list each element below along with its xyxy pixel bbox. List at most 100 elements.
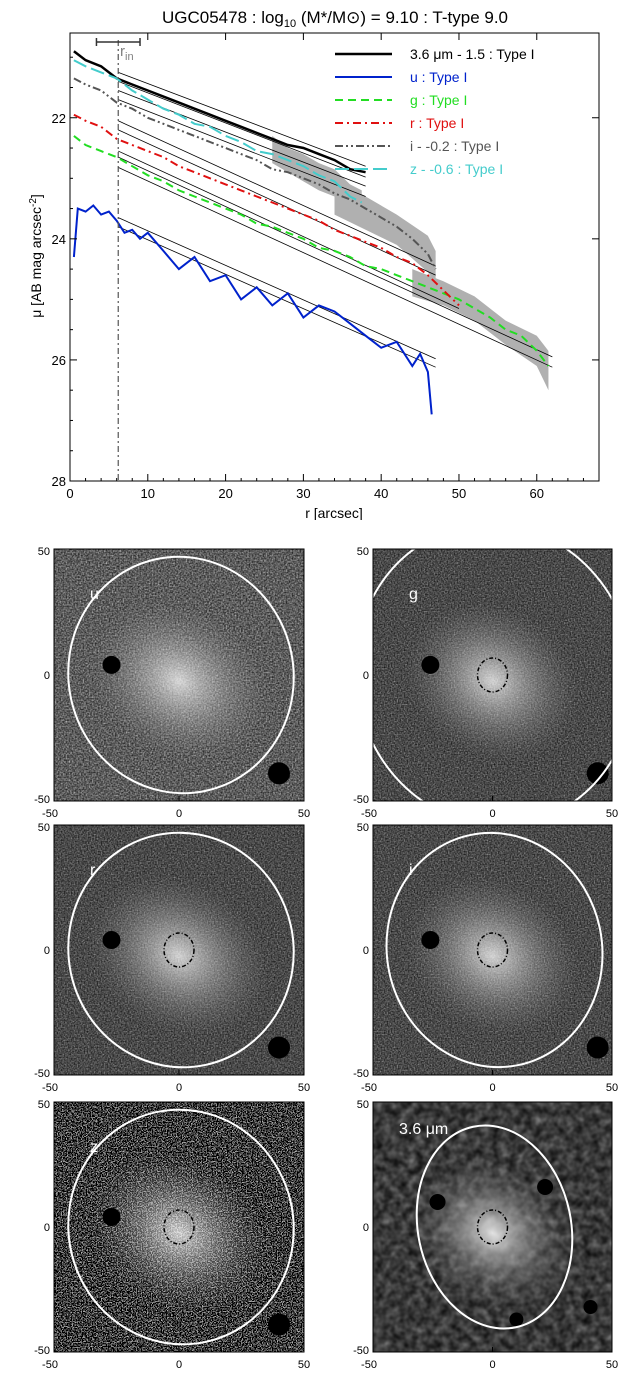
fit-line-4 xyxy=(118,120,436,267)
x-tick-label-6: 60 xyxy=(530,486,544,501)
panel-x-tick-label: 50 xyxy=(606,1359,618,1371)
outer-ellipse xyxy=(67,555,295,795)
mask-1 xyxy=(537,1179,554,1195)
galaxy-glow xyxy=(405,876,580,1036)
fit-line-0 xyxy=(118,71,366,167)
panel-label: z xyxy=(90,1139,98,1156)
y-tick-label-1: 24 xyxy=(52,232,66,247)
image-panel-z: z -50 0 50 50 0 -50 xyxy=(34,1099,310,1371)
galaxy-glow xyxy=(405,601,580,761)
y-axis: 22 24 26 28 xyxy=(52,56,599,489)
panel-x-tick-label: -50 xyxy=(42,1359,58,1371)
panel-y-tick-label: 50 xyxy=(357,1099,369,1111)
series-line-1 xyxy=(72,204,433,415)
panel-y-tick-label: -50 xyxy=(34,1068,50,1080)
mask-1 xyxy=(586,1036,609,1059)
outer-ellipse xyxy=(67,831,295,1069)
fit-line-6 xyxy=(118,150,460,309)
mask-0 xyxy=(102,655,121,674)
panel-x-tick-label: -50 xyxy=(42,808,58,820)
panel-y-tick-label: 50 xyxy=(357,546,369,558)
r-in-marker: rin xyxy=(95,38,141,481)
outer-ellipse xyxy=(354,523,635,827)
y-axis-label: μ [AB mag arcsec-2] xyxy=(28,194,44,318)
inner-ellipse xyxy=(476,1209,509,1245)
mask-0 xyxy=(421,931,440,949)
panel-label: 3.6 μm xyxy=(399,1121,448,1138)
legend: 3.6 μm - 1.5 : Type I u : Type I g : Type … xyxy=(335,46,535,177)
panel-x-tick-label: 50 xyxy=(606,1082,618,1094)
panel-x-tick-label: 0 xyxy=(489,1359,495,1371)
outer-ellipse xyxy=(385,831,604,1069)
panel-y-tick-label: 50 xyxy=(38,546,50,558)
x-tick-label-0: 0 xyxy=(66,486,73,501)
fit-line-3 xyxy=(118,99,366,197)
panel-x-tick-label: 0 xyxy=(176,1082,182,1094)
panel-y-tick-label: 50 xyxy=(38,1099,50,1111)
panel-x-tick-label: 0 xyxy=(489,1082,495,1094)
panel-y-tick-label: -50 xyxy=(353,1068,369,1080)
inner-ellipse xyxy=(476,657,509,693)
legend-label-2: g : Type I xyxy=(410,92,467,108)
x-axis-label: r [arcsec] xyxy=(305,505,363,520)
panel-y-tick-label: 50 xyxy=(38,822,50,834)
panel-y-tick-label: -50 xyxy=(34,1345,50,1357)
panel-y-tick-label: 0 xyxy=(363,1222,369,1234)
error-band-1 xyxy=(334,178,436,285)
image-panel-36m: 3.6 μm -50 0 50 50 0 -50 xyxy=(353,1099,618,1371)
panel-x-tick-label: -50 xyxy=(361,1359,377,1371)
panel-x-tick-label: -50 xyxy=(42,1082,58,1094)
x-tick-label-4: 40 xyxy=(374,486,388,501)
fit-line-8 xyxy=(118,167,553,368)
profile-chart: UGC05478 : log10 (M*/M⊙) = 9.10 : T-type… xyxy=(28,8,600,520)
fit-line-1 xyxy=(118,81,366,178)
panel-y-tick-label: 0 xyxy=(363,670,369,682)
panel-y-tick-label: -50 xyxy=(34,794,50,806)
r-in-label: rin xyxy=(120,43,134,63)
inner-ellipse xyxy=(163,1209,195,1245)
x-tick-label-2: 20 xyxy=(218,486,232,501)
galaxy-glow xyxy=(88,1152,270,1314)
x-tick-label-1: 10 xyxy=(141,486,155,501)
legend-label-4: i - -0.2 : Type I xyxy=(410,138,499,154)
x-tick-label-3: 30 xyxy=(296,486,310,501)
fit-line-9 xyxy=(118,217,436,360)
x-tick-label-5: 50 xyxy=(452,486,466,501)
y-tick-label-3: 28 xyxy=(52,474,66,489)
panel-x-tick-label: 0 xyxy=(176,1359,182,1371)
error-band-2 xyxy=(412,269,549,391)
inner-ellipse xyxy=(163,932,195,968)
panel-x-tick-label: 50 xyxy=(298,1359,310,1371)
mask-1 xyxy=(268,1036,290,1059)
image-panel-g: g -50 0 50 50 0 -50 xyxy=(353,523,635,827)
panel-label: u xyxy=(90,586,99,603)
mask-0 xyxy=(429,1194,446,1210)
panel-y-tick-label: 50 xyxy=(357,822,369,834)
mask-0 xyxy=(102,931,121,949)
mask-1 xyxy=(268,1313,290,1336)
panel-label: r xyxy=(90,862,96,879)
panel-label: i xyxy=(409,862,413,879)
chart-title: UGC05478 : log10 (M*/M⊙) = 9.10 : T-type… xyxy=(162,8,508,30)
image-panel-i: i -50 0 50 50 0 -50 xyxy=(353,822,618,1094)
legend-label-3: r : Type I xyxy=(410,115,464,131)
legend-label-0: 3.6 μm - 1.5 : Type I xyxy=(410,46,535,62)
series-line-5 xyxy=(73,59,363,204)
galaxy-glow xyxy=(88,875,270,1037)
panel-y-tick-label: 0 xyxy=(44,945,50,957)
image-panel-u: u -50 0 50 50 0 -50 xyxy=(34,546,310,820)
panel-y-tick-label: 0 xyxy=(44,670,50,682)
mask-2 xyxy=(509,1312,524,1327)
mask-3 xyxy=(583,1300,598,1314)
fit-line-5 xyxy=(118,129,436,276)
y-tick-label-0: 22 xyxy=(52,111,66,126)
panel-y-tick-label: 0 xyxy=(44,1222,50,1234)
panel-y-tick-label: 0 xyxy=(363,945,369,957)
panel-y-tick-label: -50 xyxy=(353,1345,369,1357)
mask-0 xyxy=(102,1208,121,1226)
x-axis: 0 10 20 30 40 50 60 xyxy=(66,33,584,501)
y-tick-label-2: 26 xyxy=(52,353,66,368)
fit-line-7 xyxy=(118,156,553,358)
panel-x-tick-label: 50 xyxy=(298,808,310,820)
panel-x-tick-label: -50 xyxy=(361,1082,377,1094)
